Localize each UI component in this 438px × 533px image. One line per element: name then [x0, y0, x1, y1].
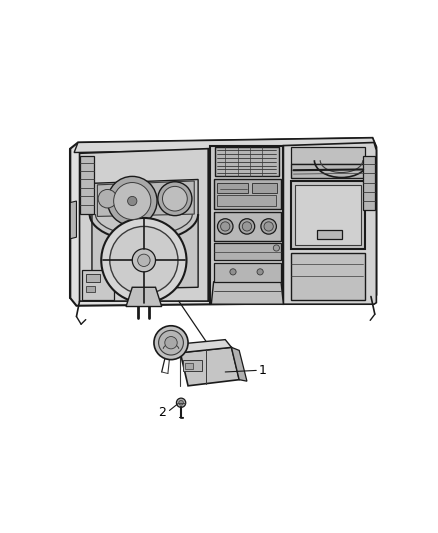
Bar: [218, 195, 276, 206]
Bar: [210, 146, 283, 304]
Bar: [80, 156, 93, 214]
Circle shape: [158, 182, 192, 216]
Circle shape: [230, 269, 236, 275]
Circle shape: [107, 176, 157, 225]
Circle shape: [261, 219, 276, 234]
Polygon shape: [211, 282, 283, 304]
Bar: [214, 263, 281, 282]
Circle shape: [154, 326, 188, 360]
Circle shape: [242, 222, 251, 231]
Text: 2: 2: [158, 406, 166, 418]
Circle shape: [221, 222, 230, 231]
Polygon shape: [97, 181, 194, 216]
Bar: [291, 147, 365, 164]
Bar: [214, 180, 281, 209]
Circle shape: [239, 219, 255, 234]
Bar: [185, 363, 193, 369]
Circle shape: [110, 227, 178, 294]
Polygon shape: [80, 149, 208, 301]
Polygon shape: [74, 138, 376, 152]
Circle shape: [179, 400, 184, 405]
Bar: [291, 253, 365, 301]
Circle shape: [273, 245, 279, 251]
Circle shape: [98, 189, 117, 208]
Circle shape: [162, 187, 187, 211]
Circle shape: [127, 196, 137, 206]
Polygon shape: [231, 348, 247, 381]
Text: 1: 1: [258, 364, 266, 377]
Bar: [317, 230, 342, 239]
Circle shape: [159, 330, 184, 355]
Bar: [218, 182, 248, 193]
Polygon shape: [180, 348, 239, 386]
Circle shape: [257, 269, 263, 275]
Circle shape: [101, 218, 187, 303]
Bar: [86, 274, 100, 282]
Bar: [82, 270, 114, 300]
Polygon shape: [70, 201, 77, 239]
Bar: [86, 286, 95, 292]
Bar: [252, 182, 277, 193]
Circle shape: [113, 182, 151, 220]
Polygon shape: [70, 138, 376, 306]
Polygon shape: [126, 287, 162, 306]
Bar: [295, 185, 361, 245]
Bar: [215, 147, 279, 176]
Circle shape: [132, 249, 155, 272]
Circle shape: [138, 254, 150, 266]
Bar: [183, 360, 202, 371]
Bar: [214, 244, 281, 260]
Circle shape: [177, 398, 186, 407]
Bar: [291, 164, 365, 178]
Circle shape: [218, 219, 233, 234]
Bar: [291, 181, 365, 249]
Polygon shape: [170, 340, 231, 353]
Polygon shape: [283, 142, 376, 304]
Polygon shape: [92, 180, 198, 289]
Circle shape: [165, 336, 177, 349]
Bar: [214, 212, 281, 241]
Circle shape: [264, 222, 273, 231]
Bar: [363, 156, 375, 210]
